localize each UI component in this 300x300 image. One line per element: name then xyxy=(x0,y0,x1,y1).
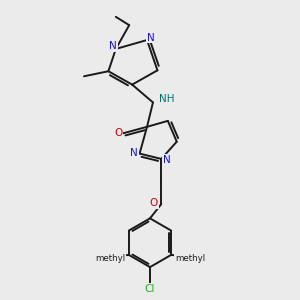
Text: methyl: methyl xyxy=(175,254,205,263)
Text: Cl: Cl xyxy=(145,284,155,293)
Text: N: N xyxy=(163,154,170,164)
Text: O: O xyxy=(114,128,122,138)
Text: NH: NH xyxy=(160,94,175,104)
Text: N: N xyxy=(147,33,154,43)
Text: methyl: methyl xyxy=(95,254,125,263)
Text: O: O xyxy=(150,199,158,208)
Text: N: N xyxy=(109,41,117,51)
Text: N: N xyxy=(130,148,138,158)
